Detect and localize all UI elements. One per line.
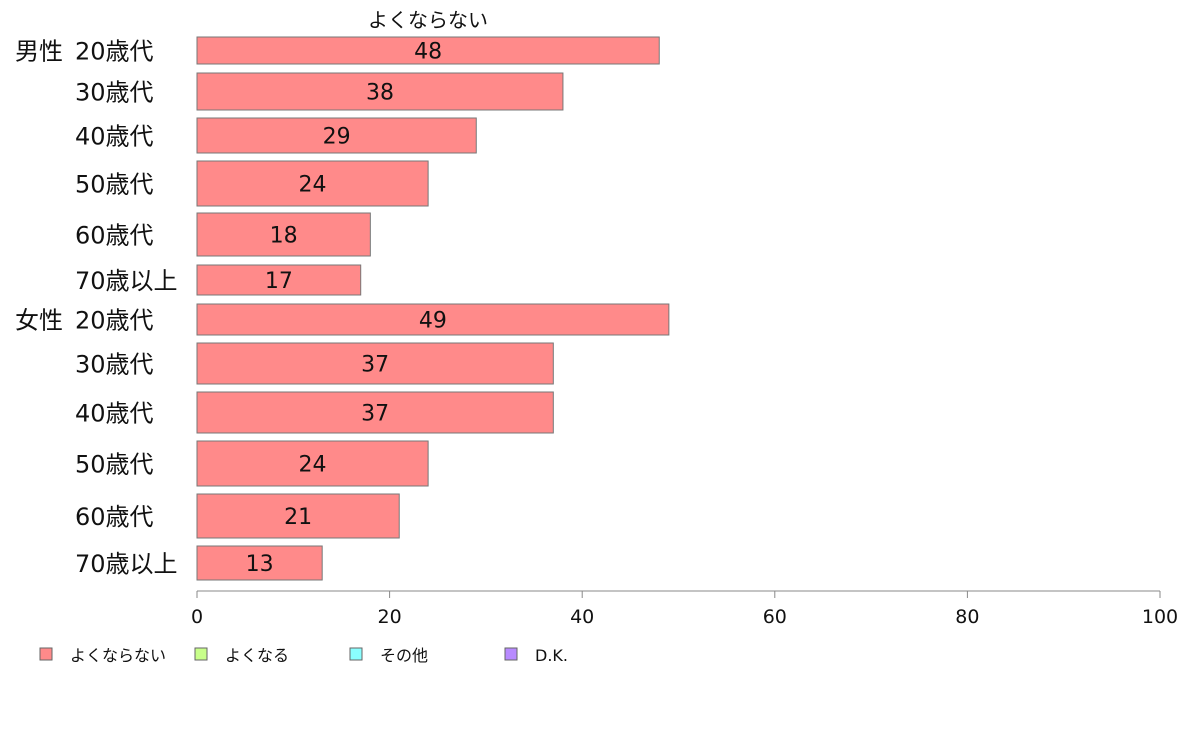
bar [196,36,660,65]
bar-value-label: 13 [246,552,274,577]
legend-swatch [39,647,53,661]
legend: よくならない よくなる その他 D.K. [39,646,568,665]
bar-value-label: 24 [299,453,327,478]
category-label: 20歳代 [75,307,154,335]
bar-value-label: 48 [414,40,442,65]
bar [196,72,564,111]
bar [196,303,670,336]
category-label: 40歳代 [75,123,154,151]
x-tick-label: 100 [1142,606,1178,628]
x-tick-label: 0 [191,606,203,628]
bar [196,545,323,581]
bar-value-label: 18 [270,224,298,249]
x-tick-label: 20 [378,606,402,628]
bar [196,212,371,257]
bar-value-label: 37 [361,402,389,427]
bar-value-label: 38 [366,81,394,106]
category-label: 60歳代 [75,222,154,250]
category-label: 70歳以上 [75,550,178,578]
group-label: 女性 [15,307,63,335]
category-label: 30歳代 [75,79,154,107]
bar [196,117,477,154]
category-label: 20歳代 [75,38,154,66]
category-label: 30歳代 [75,351,154,379]
bar [196,160,429,207]
legend-label: その他 [380,646,428,665]
bar-value-label: 24 [299,173,327,198]
x-tick-label: 60 [763,606,787,628]
bar-value-label: 17 [265,269,293,294]
x-axis: 0 20 40 60 80 100 [191,590,1178,628]
bar [196,264,362,296]
legend-label: D.K. [535,646,568,665]
legend-swatch [194,647,208,661]
legend-swatch [349,647,363,661]
bar-value-label: 29 [323,125,351,150]
category-label: 60歳代 [75,503,154,531]
legend-label: よくならない [70,646,166,665]
category-label: 70歳以上 [75,267,178,295]
bar-value-label: 49 [419,309,447,334]
category-label: 40歳代 [75,400,154,428]
category-label: 50歳代 [75,171,154,199]
x-tick-label: 40 [570,606,594,628]
bar [196,440,429,487]
x-tick-label: 80 [955,606,979,628]
chart-series-title: よくならない [368,8,488,32]
bar [196,391,554,434]
category-label: 50歳代 [75,451,154,479]
bar [196,342,554,385]
legend-swatch [504,647,518,661]
group-label: 男性 [15,38,63,66]
bar-value-label: 21 [284,505,312,530]
bar [196,493,400,539]
legend-label: よくなる [225,646,289,665]
bar-value-label: 37 [361,353,389,378]
bars-layer: 48 38 29 24 18 17 49 37 37 24 21 13 [196,36,670,581]
